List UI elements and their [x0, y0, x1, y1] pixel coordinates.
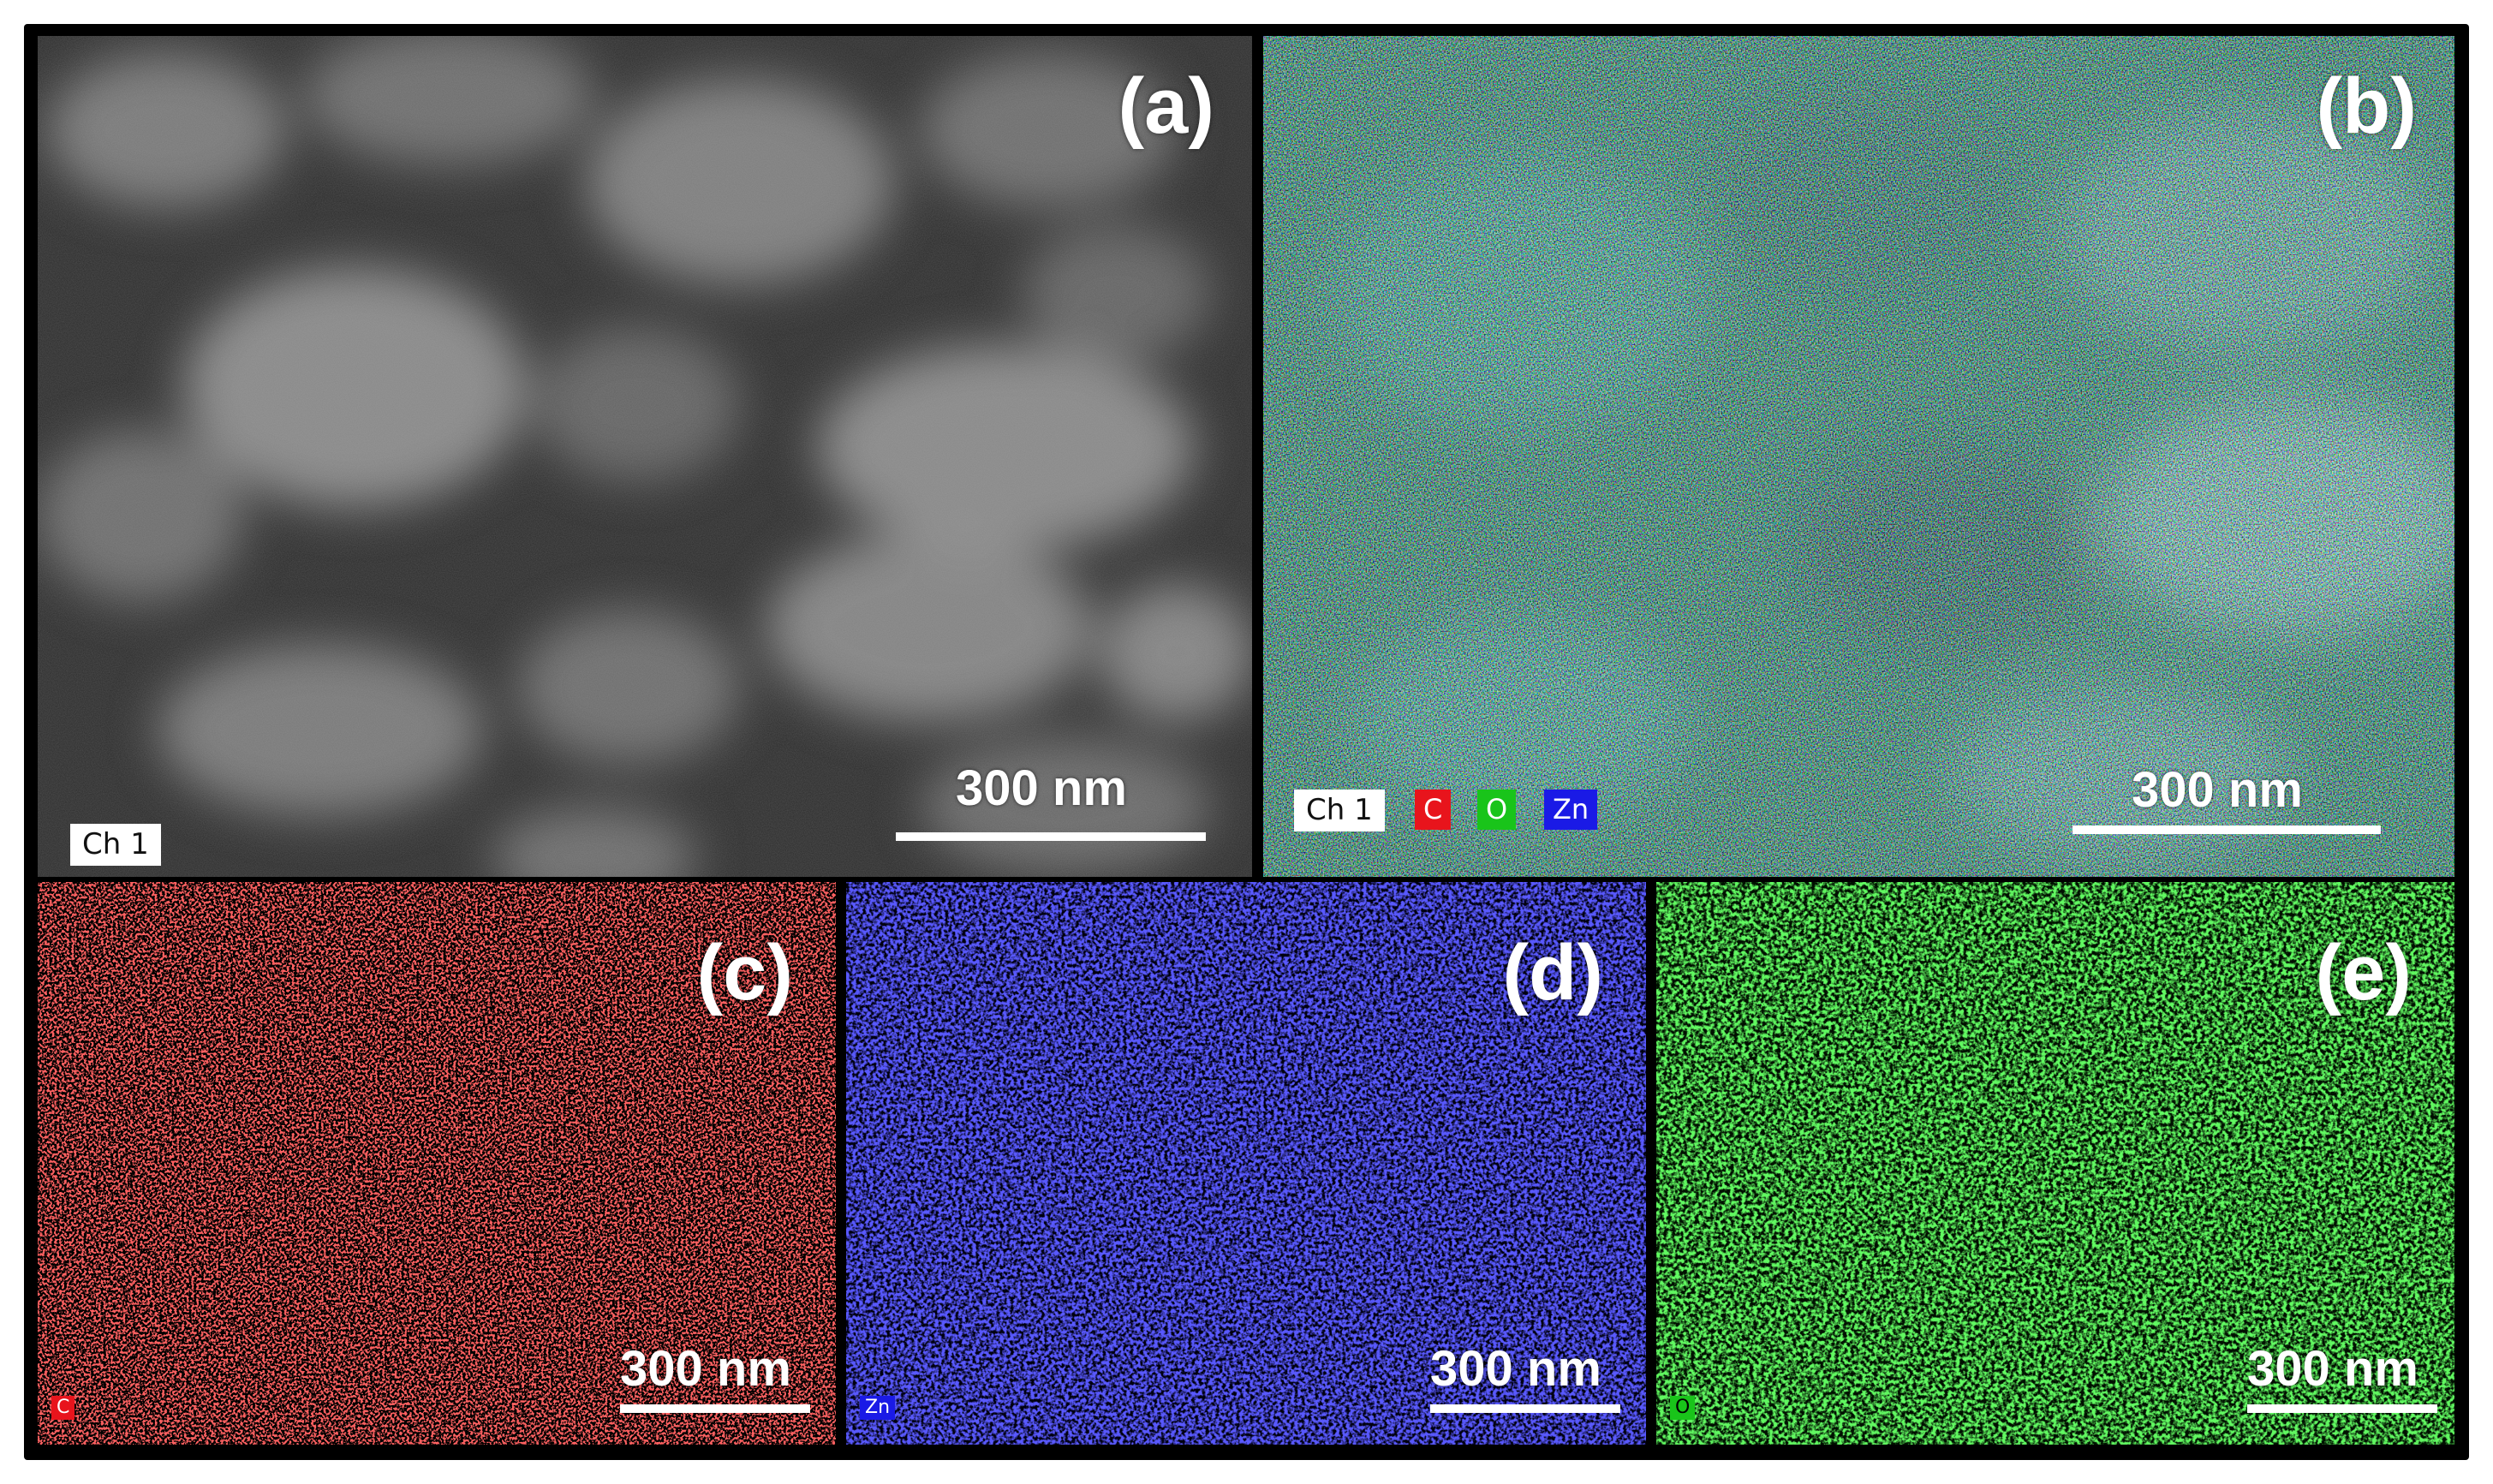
scale-bar-label-b: 300 nm	[2132, 762, 2303, 818]
panel-label-d: (d)	[1502, 929, 1603, 1016]
scale-bar-label-d: 300 nm	[1430, 1341, 1601, 1397]
element-tag-e: O	[1670, 1396, 1696, 1421]
scale-bar-e	[2247, 1404, 2437, 1413]
scale-bar-label-a: 300 nm	[956, 760, 1127, 816]
panel-label-a: (a)	[1118, 63, 1214, 150]
panel-e-oxygen-map: (e) 300 nm O	[1656, 882, 2454, 1445]
panel-label-b: (b)	[2316, 63, 2417, 150]
element-tag-c: C	[51, 1396, 75, 1421]
eds-overlay-image	[1263, 36, 2454, 877]
panel-d-zinc-map: (d) 300 nm Zn	[846, 882, 1646, 1445]
scale-bar-b	[2073, 825, 2381, 834]
scale-bar-d	[1430, 1404, 1620, 1413]
sem-grayscale-image	[38, 36, 1252, 877]
channel-tag-a: Ch 1	[70, 824, 161, 867]
panel-c-carbon-map: (c) 300 nm C	[38, 882, 836, 1445]
legend-zn: Zn	[1544, 790, 1598, 831]
zinc-map-image	[846, 882, 1646, 1445]
legend-c: C	[1415, 790, 1452, 831]
scale-bar-a	[896, 832, 1206, 841]
scale-bar-label-e: 300 nm	[2247, 1341, 2418, 1397]
scale-bar-c	[620, 1404, 810, 1413]
scale-bar-label-c: 300 nm	[620, 1341, 791, 1397]
panel-a-sem-image: (a) 300 nm Ch 1	[38, 36, 1252, 877]
legend-o: O	[1477, 790, 1517, 831]
oxygen-map-image	[1656, 882, 2454, 1445]
panel-label-e: (e)	[2315, 929, 2412, 1016]
element-tag-d: Zn	[860, 1396, 896, 1421]
panel-label-c: (c)	[696, 929, 793, 1016]
channel-tag-b: Ch 1	[1294, 790, 1385, 832]
panel-b-eds-overlay: (b) 300 nm Ch 1 C O Zn	[1263, 36, 2454, 877]
carbon-map-image	[38, 882, 836, 1445]
